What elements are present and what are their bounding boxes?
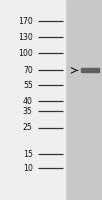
Text: 15: 15 — [23, 150, 33, 159]
Text: 70: 70 — [23, 66, 33, 75]
Text: 170: 170 — [18, 17, 33, 25]
Bar — [0, 0, 65, 200]
Bar — [81, 68, 99, 72]
Text: 55: 55 — [23, 81, 33, 90]
Text: 40: 40 — [23, 97, 33, 106]
Text: 25: 25 — [23, 123, 33, 132]
Text: 35: 35 — [23, 107, 33, 116]
Text: 10: 10 — [23, 164, 33, 173]
Text: 130: 130 — [18, 32, 33, 42]
Text: 100: 100 — [18, 48, 33, 58]
